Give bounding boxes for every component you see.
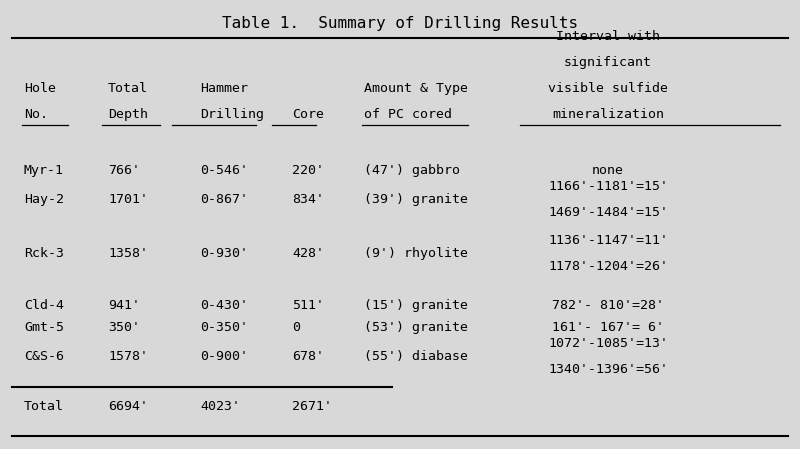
Text: Core: Core xyxy=(292,108,324,121)
Text: 1178'-1204'=26': 1178'-1204'=26' xyxy=(548,260,668,273)
Text: C&S-6: C&S-6 xyxy=(24,351,64,363)
Text: Myr-1: Myr-1 xyxy=(24,164,64,177)
Text: visible sulfide: visible sulfide xyxy=(548,82,668,95)
Text: 161'- 167'= 6': 161'- 167'= 6' xyxy=(552,321,664,334)
Text: 766': 766' xyxy=(108,164,140,177)
Text: 0-930': 0-930' xyxy=(200,247,248,260)
Text: 1166'-1181'=15': 1166'-1181'=15' xyxy=(548,180,668,193)
Text: 1469'-1484'=15': 1469'-1484'=15' xyxy=(548,207,668,219)
Text: 1136'-1147'=11': 1136'-1147'=11' xyxy=(548,234,668,247)
Text: 0: 0 xyxy=(292,321,300,334)
Text: 1340'-1396'=56': 1340'-1396'=56' xyxy=(548,364,668,376)
Text: 678': 678' xyxy=(292,351,324,363)
Text: Depth: Depth xyxy=(108,108,148,121)
Text: Total: Total xyxy=(24,400,64,413)
Text: 1701': 1701' xyxy=(108,194,148,206)
Text: 1358': 1358' xyxy=(108,247,148,260)
Text: Amount & Type: Amount & Type xyxy=(364,82,468,95)
Text: 0-900': 0-900' xyxy=(200,351,248,363)
Text: (55') diabase: (55') diabase xyxy=(364,351,468,363)
Text: (39') granite: (39') granite xyxy=(364,194,468,206)
Text: Total: Total xyxy=(108,82,148,95)
Text: Drilling: Drilling xyxy=(200,108,264,121)
Text: Cld-4: Cld-4 xyxy=(24,299,64,312)
Text: (9') rhyolite: (9') rhyolite xyxy=(364,247,468,260)
Text: 350': 350' xyxy=(108,321,140,334)
Text: Table 1.  Summary of Drilling Results: Table 1. Summary of Drilling Results xyxy=(222,16,578,31)
Text: Hay-2: Hay-2 xyxy=(24,194,64,206)
Text: 6694': 6694' xyxy=(108,400,148,413)
Text: of PC cored: of PC cored xyxy=(364,108,452,121)
Text: 511': 511' xyxy=(292,299,324,312)
Text: (47') gabbro: (47') gabbro xyxy=(364,164,460,177)
Text: 782'- 810'=28': 782'- 810'=28' xyxy=(552,299,664,312)
Text: 428': 428' xyxy=(292,247,324,260)
Text: (53') granite: (53') granite xyxy=(364,321,468,334)
Text: 0-546': 0-546' xyxy=(200,164,248,177)
Text: none: none xyxy=(592,164,624,177)
Text: 941': 941' xyxy=(108,299,140,312)
Text: 834': 834' xyxy=(292,194,324,206)
Text: 2671': 2671' xyxy=(292,400,332,413)
Text: 0-430': 0-430' xyxy=(200,299,248,312)
Text: 1072'-1085'=13': 1072'-1085'=13' xyxy=(548,338,668,350)
Text: Gmt-5: Gmt-5 xyxy=(24,321,64,334)
Text: Hole: Hole xyxy=(24,82,56,95)
Text: No.: No. xyxy=(24,108,48,121)
Text: 220': 220' xyxy=(292,164,324,177)
Text: 0-867': 0-867' xyxy=(200,194,248,206)
Text: mineralization: mineralization xyxy=(552,108,664,121)
Text: Hammer: Hammer xyxy=(200,82,248,95)
Text: significant: significant xyxy=(564,56,652,69)
Text: (15') granite: (15') granite xyxy=(364,299,468,312)
Text: Rck-3: Rck-3 xyxy=(24,247,64,260)
Text: 0-350': 0-350' xyxy=(200,321,248,334)
Text: 1578': 1578' xyxy=(108,351,148,363)
Text: Interval with: Interval with xyxy=(556,30,660,43)
Text: 4023': 4023' xyxy=(200,400,240,413)
